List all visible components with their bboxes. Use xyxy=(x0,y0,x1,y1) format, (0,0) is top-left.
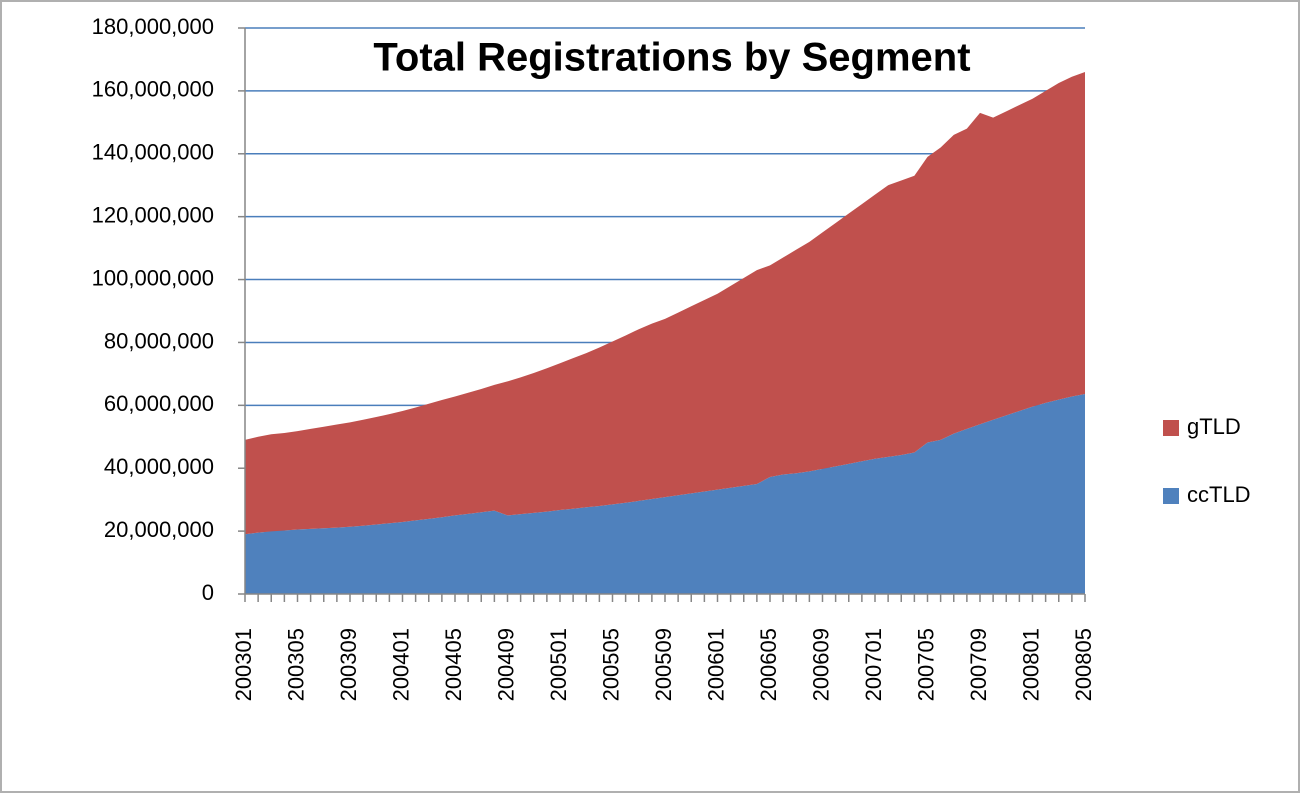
y-tick-label: 140,000,000 xyxy=(92,140,214,165)
y-tick-label: 160,000,000 xyxy=(92,77,214,102)
area xyxy=(245,72,1085,535)
x-tick-label: 200601 xyxy=(703,628,728,701)
x-tick-label: 200705 xyxy=(913,628,938,701)
x-tick-label: 200305 xyxy=(283,628,308,701)
area xyxy=(245,394,1085,594)
y-tick-label: 100,000,000 xyxy=(92,265,214,290)
y-tick-label: 20,000,000 xyxy=(104,517,214,542)
y-tick-label: 80,000,000 xyxy=(104,328,214,353)
x-tick-label: 200301 xyxy=(231,628,256,701)
x-tick-label: 200501 xyxy=(546,628,571,701)
x-tick-label: 200805 xyxy=(1071,628,1096,701)
y-tick-label: 180,000,000 xyxy=(92,14,214,39)
legend-swatch xyxy=(1163,420,1179,436)
x-tick-label: 200701 xyxy=(861,628,886,701)
legend-label: ccTLD xyxy=(1187,482,1251,507)
x-tick-label: 200709 xyxy=(966,628,991,701)
x-tick-label: 200401 xyxy=(388,628,413,701)
y-tick-label: 40,000,000 xyxy=(104,454,214,479)
legend-label: gTLD xyxy=(1187,414,1241,439)
x-tick-label: 200801 xyxy=(1018,628,1043,701)
x-tick-label: 200409 xyxy=(493,628,518,701)
y-tick-label: 60,000,000 xyxy=(104,391,214,416)
areas xyxy=(245,72,1085,594)
x-tick-label: 200609 xyxy=(808,628,833,701)
x-tick-label: 200509 xyxy=(651,628,676,701)
y-tick-label: 120,000,000 xyxy=(92,202,214,227)
y-tick-label: 0 xyxy=(202,580,214,605)
x-tick-label: 200309 xyxy=(336,628,361,701)
x-tick-label: 200605 xyxy=(756,628,781,701)
legend-swatch xyxy=(1163,488,1179,504)
x-tick-label: 200505 xyxy=(598,628,623,701)
axes: 0 20,000,000 40,000,000 60,000,000 80,000,00… xyxy=(92,14,1096,702)
x-tick-label: 200405 xyxy=(441,628,466,701)
chart-title: Total Registrations by Segment xyxy=(373,36,970,80)
